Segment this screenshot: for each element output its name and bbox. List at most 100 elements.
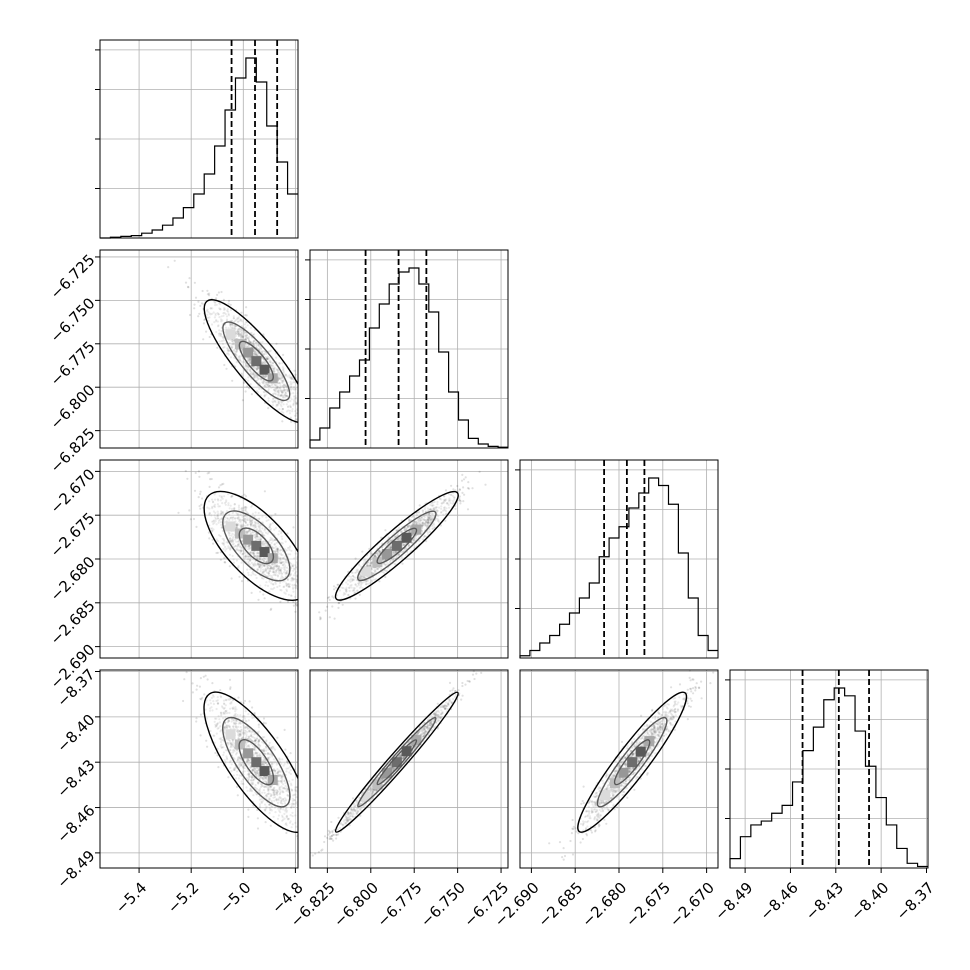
- sample-point: [278, 561, 281, 565]
- sample-point: [286, 375, 289, 378]
- sample-point: [243, 331, 246, 334]
- sample-point: [197, 300, 200, 303]
- sample-point: [288, 374, 291, 377]
- sample-point: [250, 331, 253, 334]
- sample-point: [249, 360, 252, 363]
- sample-point: [219, 308, 222, 311]
- sample-point: [218, 307, 221, 310]
- sample-point: [220, 290, 223, 294]
- sample-point: [265, 560, 268, 563]
- sample-point: [376, 552, 379, 556]
- sample-point: [251, 551, 254, 554]
- sample-point: [258, 517, 261, 520]
- sample-point: [235, 523, 238, 526]
- density-cell: [225, 521, 236, 532]
- sample-point: [238, 330, 241, 333]
- sample-point: [271, 404, 275, 407]
- sample-point: [216, 517, 220, 520]
- sample-point: [232, 540, 235, 543]
- sample-point: [271, 522, 274, 525]
- sample-point: [419, 522, 422, 525]
- sample-point: [243, 555, 247, 558]
- sample-point: [444, 513, 447, 516]
- sample-point: [243, 507, 246, 510]
- sample-point: [208, 524, 211, 527]
- sample-point: [228, 534, 231, 537]
- sample-point: [373, 555, 376, 558]
- sample-point: [228, 532, 231, 535]
- sample-point: [271, 583, 275, 586]
- sample-point: [219, 303, 222, 306]
- sample-point: [244, 334, 247, 337]
- sample-point: [281, 557, 285, 560]
- sample-point: [244, 335, 247, 338]
- sample-point: [217, 291, 220, 294]
- sample-point: [219, 484, 222, 487]
- sample-point: [275, 563, 278, 566]
- sample-point: [262, 375, 265, 378]
- sample-point: [235, 559, 238, 562]
- sample-point: [290, 579, 293, 582]
- sample-point: [277, 552, 280, 555]
- sample-point: [260, 348, 263, 351]
- sample-point: [412, 539, 415, 542]
- sample-point: [277, 390, 280, 393]
- sample-point: [243, 323, 247, 326]
- sample-point: [246, 336, 249, 340]
- sample-point: [280, 394, 283, 397]
- sample-point: [251, 373, 254, 376]
- density-cell: [243, 347, 254, 358]
- sample-point: [230, 577, 233, 580]
- sample-point: [356, 570, 359, 573]
- sample-point: [223, 308, 227, 311]
- sample-point: [355, 571, 358, 574]
- sample-point: [240, 332, 243, 335]
- sample-point: [229, 517, 232, 520]
- sample-point: [229, 516, 233, 519]
- sample-point: [295, 403, 298, 406]
- sample-point: [244, 518, 247, 521]
- sample-point: [228, 553, 231, 556]
- sample-point: [199, 490, 202, 493]
- sample-point: [458, 488, 461, 491]
- sample-point: [389, 545, 392, 549]
- sample-point: [289, 545, 292, 548]
- sample-point: [273, 571, 276, 574]
- sample-point: [286, 566, 289, 569]
- sample-point: [274, 550, 277, 553]
- sample-point: [241, 399, 244, 402]
- sample-point: [177, 511, 180, 514]
- sample-point: [234, 538, 237, 541]
- sample-point: [222, 308, 226, 311]
- sample-point: [216, 551, 219, 554]
- sample-point: [280, 379, 283, 382]
- sample-point: [263, 350, 266, 353]
- sample-point: [279, 600, 282, 603]
- sample-point: [282, 563, 285, 567]
- sample-point: [264, 584, 267, 587]
- sample-point: [215, 538, 218, 541]
- sample-point: [227, 349, 230, 352]
- sample-point: [415, 521, 418, 524]
- sample-point: [266, 565, 269, 568]
- sample-point: [237, 504, 241, 507]
- sample-point: [234, 353, 237, 356]
- sample-point: [284, 559, 288, 562]
- sample-point: [279, 569, 282, 572]
- sample-point: [209, 307, 212, 310]
- sample-point: [236, 512, 239, 515]
- sample-point: [269, 349, 272, 352]
- sample-point: [265, 561, 268, 564]
- sample-point: [261, 543, 264, 546]
- sample-point: [351, 579, 354, 582]
- sample-point: [248, 358, 251, 361]
- sample-point: [221, 497, 224, 500]
- sample-point: [243, 519, 246, 522]
- sample-point: [277, 571, 281, 574]
- sample-point: [268, 361, 271, 364]
- sample-point: [358, 576, 361, 580]
- sample-point: [294, 396, 297, 399]
- sample-point: [245, 555, 248, 559]
- sample-point: [274, 392, 277, 395]
- sample-point: [264, 384, 267, 387]
